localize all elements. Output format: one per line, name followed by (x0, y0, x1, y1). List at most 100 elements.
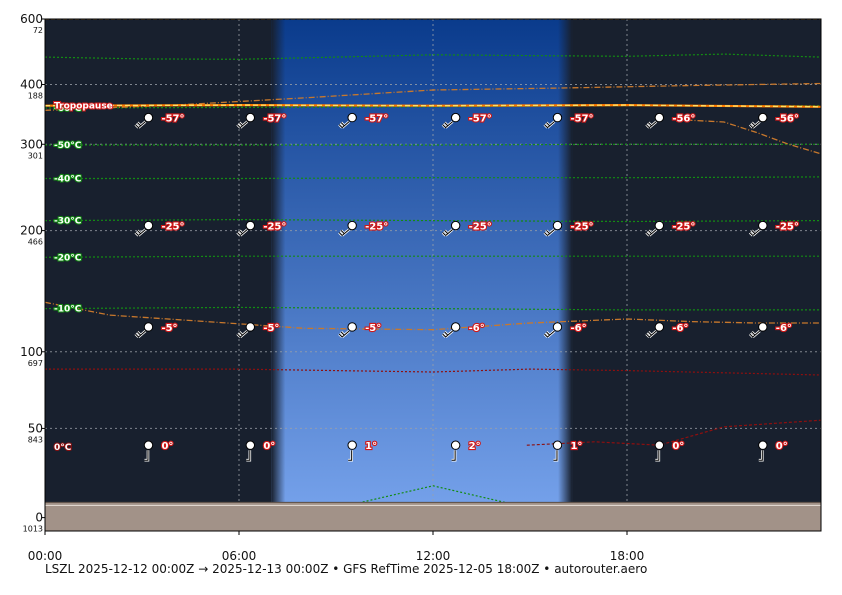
wind-station-circle (758, 112, 768, 123)
y-tick-label: 300 (20, 137, 43, 151)
wind-barb: -56° (645, 112, 697, 129)
temperature-label: 2° (469, 441, 481, 452)
temperature-label: -5° (263, 323, 279, 334)
y-tick-label: 100 (20, 345, 43, 359)
isotherm-line (45, 218, 821, 223)
temperature-label: -5° (365, 323, 381, 334)
wind-barb: -25° (236, 220, 287, 237)
wind-station-circle (450, 220, 461, 231)
wind-barb: -6° (748, 322, 793, 338)
wind-station-circle (552, 322, 563, 332)
chart-lines (45, 19, 821, 531)
wind-barb-shaft (749, 229, 761, 236)
tropopause-label: Tropopause (54, 102, 113, 112)
wind-station-circle (654, 112, 665, 123)
y-tick-label: 200 (20, 224, 43, 238)
temperature-label: -56° (672, 114, 695, 125)
wind-station-circle (654, 440, 665, 450)
wind-station-circle (143, 440, 154, 450)
wind-barb-shaft (544, 229, 555, 236)
wind-station-circle (758, 440, 768, 450)
wind-station-circle (552, 220, 563, 231)
ground-strip (45, 502, 821, 531)
lower-boundary-line (45, 301, 821, 331)
wind-barb: -5° (338, 322, 382, 338)
wind-barb-shaft (749, 121, 761, 128)
temperature-label: -25° (365, 222, 388, 233)
wind-barb-shaft (135, 229, 146, 236)
wind-station-circle (245, 112, 256, 123)
wind-station-circle (552, 112, 563, 123)
wind-station-circle (450, 112, 461, 123)
isotherm-label: -40°C (54, 175, 82, 185)
temperature-label: 0° (776, 441, 788, 452)
dawn-edge (271, 19, 286, 531)
y-tick-pressure: 843 (28, 435, 43, 444)
upper-boundary-drop-line (675, 118, 821, 155)
wind-barb: -57° (338, 112, 389, 129)
temperature-label: 0° (263, 441, 275, 452)
wind-barb: -6° (645, 322, 690, 338)
isotherm-labels: -60°C -50°C -40°C -30°C -20°C -10°C 0°C Tropopa… (53, 101, 114, 454)
wind-barb: -25° (645, 220, 697, 237)
wind-station-circle (654, 220, 665, 231)
wind-station-circle (450, 440, 461, 450)
wind-barb: -25° (441, 220, 493, 237)
isotherm-line (45, 53, 821, 60)
y-tick-label: 400 (20, 78, 43, 92)
temperature-label: -25° (469, 222, 492, 233)
wind-barb-shaft (236, 121, 248, 128)
y-tick-label: 50 (28, 421, 43, 435)
temperature-label: -57° (469, 114, 492, 125)
wind-barb: -25° (543, 220, 595, 237)
isotherm-label: -30°C (54, 217, 82, 227)
wind-station-circle (758, 220, 768, 231)
isotherm-line (45, 368, 821, 376)
wind-barb-shaft (144, 450, 149, 461)
wind-barb-shaft (451, 450, 456, 461)
wind-barb-shaft (348, 450, 353, 461)
temperature-label: -6° (570, 323, 586, 334)
y-tick-pressure: 301 (28, 151, 43, 160)
wind-barb-shaft (135, 121, 146, 128)
wind-barb-shaft (236, 330, 248, 338)
dusk-edge (558, 19, 573, 531)
wind-barb-shaft (544, 121, 555, 128)
wind-station-circle (654, 322, 665, 332)
wind-barb: -5° (134, 322, 179, 338)
y-tick-pressure: 697 (28, 359, 43, 368)
isotherm-label: -50°C (54, 141, 82, 151)
wind-station-circle (347, 112, 357, 123)
y-tick-label: 0 (35, 511, 43, 525)
x-tick-label: 12:00 (416, 549, 451, 563)
wind-station-circle (347, 440, 357, 450)
temperature-label: -57° (263, 114, 286, 125)
wind-station-circle (245, 322, 256, 332)
wind-barb-shaft (236, 229, 248, 236)
x-tick-label: 06:00 (222, 549, 257, 563)
isotherm-line (45, 105, 821, 109)
wind-barb-shaft (749, 330, 761, 338)
wind-barb: -57° (543, 112, 595, 129)
wind-station-circle (143, 112, 154, 123)
temperature-label: 1° (570, 441, 582, 452)
wind-station-circle (552, 440, 563, 450)
y-tick-pressure: 1013 (23, 525, 43, 534)
wind-barb: -6° (441, 322, 486, 338)
temperature-label: 0° (672, 441, 684, 452)
temperature-label: -5° (161, 323, 177, 334)
wind-barb-shaft (645, 229, 657, 236)
x-tick-label: 18:00 (610, 549, 645, 563)
isotherm-label: -10°C (54, 305, 82, 315)
x-tick-label: 00:00 (28, 549, 63, 563)
wind-barb: -5° (236, 322, 281, 338)
isotherm-label: 0°C (54, 443, 72, 453)
wind-barb: -25° (134, 220, 186, 237)
wind-barb: -56° (748, 112, 800, 129)
tropopause-line (45, 104, 821, 108)
isotherm-line (45, 306, 821, 311)
temperature-label: 0° (161, 441, 173, 452)
wind-station-circle (143, 220, 154, 231)
temperature-label: -6° (776, 323, 792, 334)
wind-station-circle (758, 322, 768, 332)
